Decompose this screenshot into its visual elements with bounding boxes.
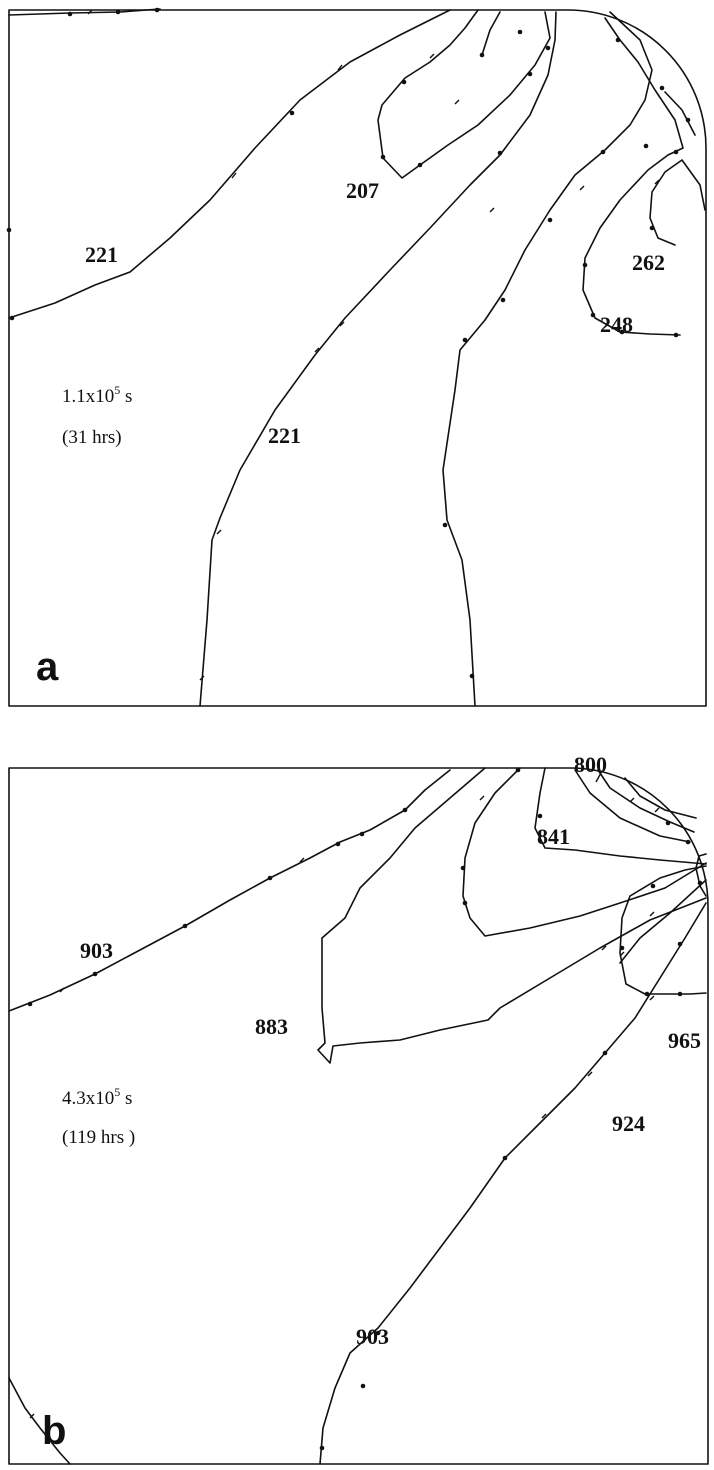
contour-plot-a: 207 221 262 248 221 1.1x105 s (31 hrs) a: [6, 7, 707, 707]
isotherm-line-inner-loop: [462, 767, 707, 937]
contour-label-248: 248: [600, 312, 633, 337]
contour-label-924: 924: [612, 1111, 645, 1136]
panel-frame: [8, 9, 707, 707]
arrow-ticks: [87, 9, 660, 681]
contour-label-800: 800: [574, 752, 607, 777]
contour-plot-b: 800 841 903 883 965 924 903 4.3x105 s (1…: [8, 752, 709, 1465]
isotherm-line-221-center: [199, 11, 557, 707]
isotherm-line-221-left: [8, 9, 451, 319]
isotherm-line-248: [582, 17, 684, 336]
panel-frame: [8, 767, 709, 1465]
isotherm-line-center-right: [442, 11, 653, 707]
isotherm-line-bottom-left: [8, 1377, 71, 1465]
contour-label-841: 841: [537, 824, 570, 849]
isotherm-line-262-outer: [664, 91, 696, 136]
elapsed-time-hours: (31 hrs): [62, 427, 122, 448]
isotherm-line-221-top: [8, 8, 161, 16]
node-markers: [27, 767, 703, 1451]
contour-label-883: 883: [255, 1014, 288, 1039]
node-markers: [6, 7, 691, 679]
contour-label-965: 965: [668, 1028, 701, 1053]
contour-label-221-upper: 221: [85, 242, 118, 267]
isotherm-line-924: [619, 865, 707, 995]
contour-label-221-lower: 221: [268, 423, 301, 448]
isotherm-line-center-fan: [619, 879, 707, 964]
panel-letter-b: b: [42, 1409, 66, 1453]
isotherm-line-800-b: [597, 769, 695, 833]
elapsed-time-seconds: 4.3x105 s: [62, 1085, 132, 1109]
isotherm-line-903-lower: [319, 902, 707, 1465]
contour-label-903-upper: 903: [80, 938, 113, 963]
contour-label-262: 262: [632, 250, 665, 275]
isotherm-line-262: [649, 159, 706, 246]
isotherm-line-207: [377, 9, 551, 179]
panel-letter-a: a: [36, 645, 59, 689]
contour-label-903-lower: 903: [356, 1324, 389, 1349]
isotherm-line-841: [534, 767, 707, 865]
elapsed-time-seconds: 1.1x105 s: [62, 383, 132, 407]
isotherm-line-800-c: [624, 777, 697, 819]
contour-panel-a: 207 221 262 248 221 1.1x105 s (31 hrs) a: [0, 0, 714, 712]
contour-label-207: 207: [346, 178, 379, 203]
isotherm-line-903-upper: [8, 769, 451, 1012]
arrow-ticks: [29, 795, 660, 1419]
isotherm-line-965: [695, 853, 707, 897]
isotherm-line-883: [317, 767, 707, 1064]
isotherm-line-207-inner: [481, 11, 501, 56]
isotherm-line-800-a: [574, 769, 691, 843]
contour-panel-b: 800 841 903 883 965 924 903 4.3x105 s (1…: [0, 738, 714, 1470]
elapsed-time-hours: (119 hrs ): [62, 1127, 135, 1148]
